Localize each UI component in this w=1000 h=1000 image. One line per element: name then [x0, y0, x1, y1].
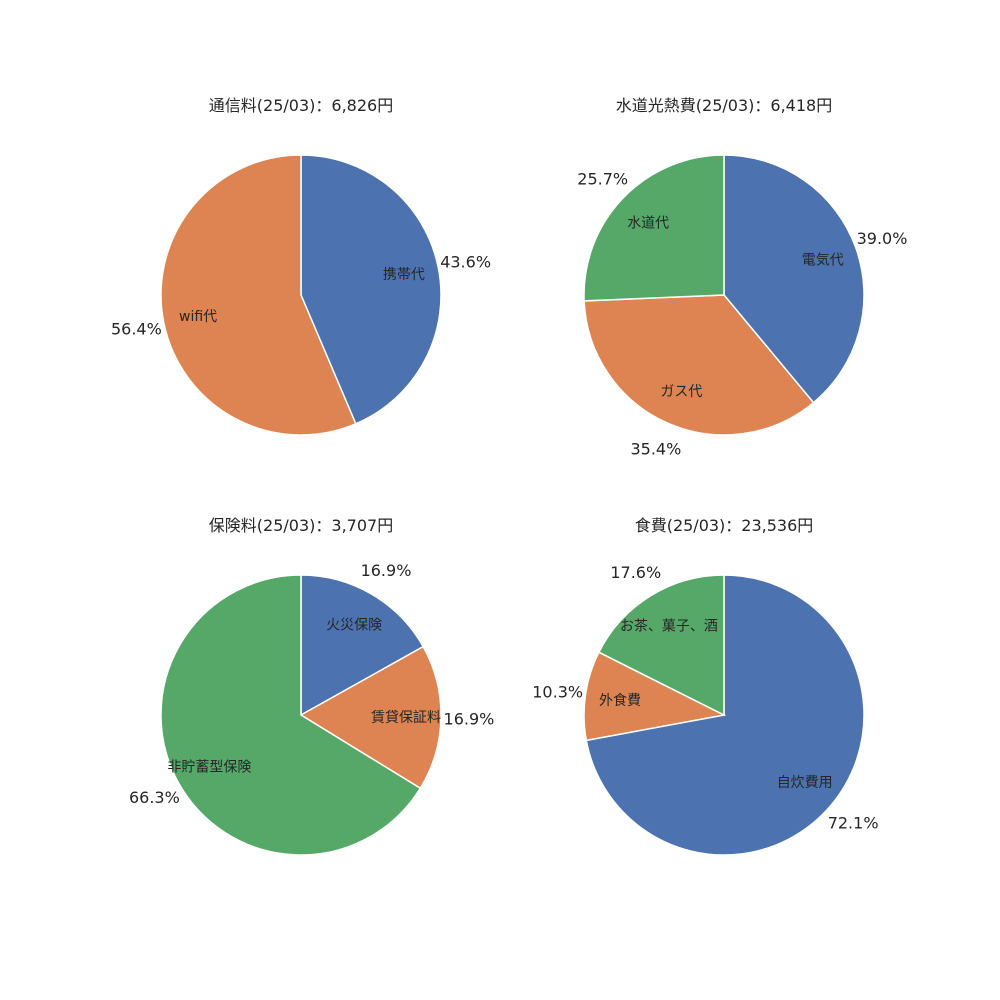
slice-label: 水道代 — [627, 215, 669, 231]
slice-percent: 39.0% — [857, 229, 908, 248]
slice-label: 火災保険 — [326, 617, 382, 633]
pie-slice — [300, 574, 425, 717]
pie-slice — [583, 294, 815, 436]
slice-percent: 25.7% — [577, 170, 628, 189]
pie-slice — [583, 651, 727, 742]
slice-percent: 56.4% — [111, 320, 162, 339]
slice-percent: 72.1% — [828, 813, 879, 832]
chart-title: 通信料(25/03)：6,826円 — [209, 96, 393, 115]
pie-slice — [299, 645, 442, 790]
slice-label: ガス代 — [660, 384, 702, 400]
chart-title: 水道光熱費(25/03)：6,418円 — [616, 96, 832, 115]
slice-percent: 16.9% — [444, 709, 495, 728]
slice-percent: 17.6% — [610, 563, 661, 582]
pie-slice — [160, 154, 357, 436]
pie-slice — [723, 154, 865, 404]
slice-percent: 16.9% — [361, 561, 412, 580]
chart-title: 食費(25/03)：23,536円 — [635, 516, 814, 535]
slice-label: お茶、菓子、酒 — [620, 619, 718, 635]
pie-slice — [597, 574, 725, 717]
slice-label: 非貯蓄型保険 — [167, 759, 251, 775]
slice-label: 賃貸保証料 — [371, 710, 441, 726]
slice-label: 外食費 — [599, 692, 641, 709]
chart-title: 保険料(25/03)：3,707円 — [209, 516, 393, 535]
pie-slice — [583, 154, 725, 302]
slice-percent: 43.6% — [440, 252, 491, 271]
slice-label: 携帯代 — [383, 267, 425, 283]
slice-label: 電気代 — [802, 252, 844, 268]
slice-percent: 66.3% — [129, 788, 180, 807]
pie-slice — [160, 574, 422, 856]
slice-percent: 35.4% — [630, 440, 681, 459]
slice-percent: 10.3% — [532, 682, 583, 701]
slice-label: 自炊費用 — [777, 775, 833, 791]
slice-label: wifi代 — [179, 309, 217, 325]
pie-slice — [300, 154, 442, 425]
